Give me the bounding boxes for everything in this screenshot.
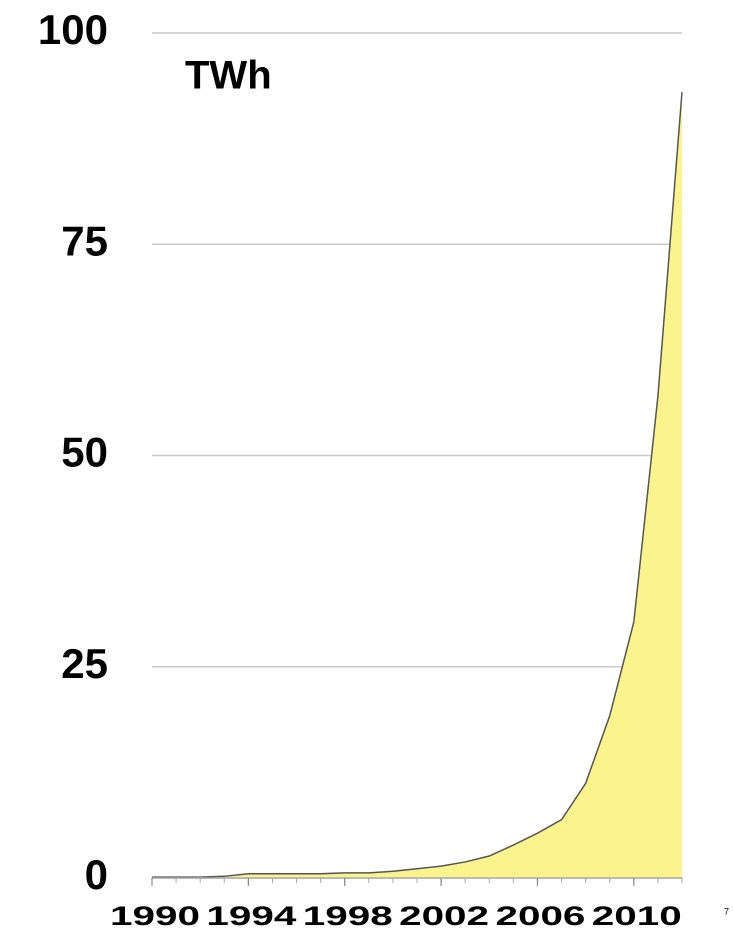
area-line: [152, 92, 683, 878]
unit-label: TWh: [185, 54, 272, 98]
y-tick-label: 25: [61, 640, 108, 687]
y-tick-label: 50: [61, 429, 108, 476]
y-tick-label: 100: [38, 6, 108, 53]
y-tick-label: 75: [61, 217, 108, 264]
x-tick-label: 2002: [399, 901, 489, 931]
x-tick-label: 2010: [592, 901, 682, 931]
area-fill: [152, 92, 682, 878]
x-tick-label: 2006: [495, 901, 585, 931]
y-tick-label: 0: [85, 851, 108, 898]
x-tick-label: 1994: [206, 901, 296, 931]
page-number: 7: [724, 906, 729, 916]
x-tick-label: 1990: [110, 901, 200, 931]
x-tick-label: 1998: [303, 901, 393, 931]
